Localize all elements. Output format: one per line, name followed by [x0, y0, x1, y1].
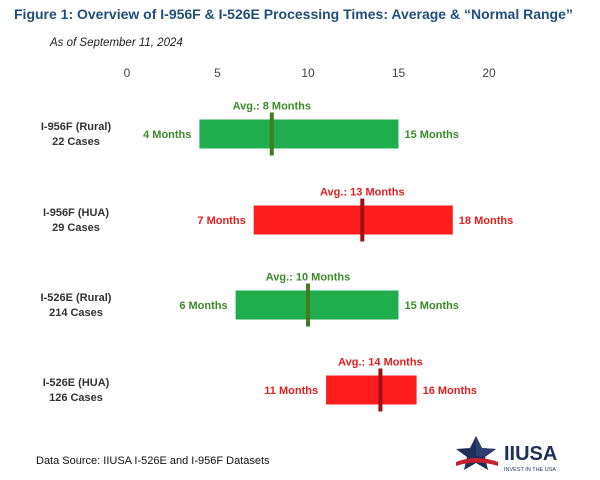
category-count-label: 126 Cases [49, 392, 103, 404]
average-label: Avg.: 13 Months [320, 187, 405, 199]
x-tick-label: 20 [482, 66, 496, 80]
range-bar [253, 205, 453, 235]
category-label: I-526E (HUA) [43, 377, 110, 389]
average-marker [269, 112, 274, 156]
average-label: Avg.: 10 Months [266, 272, 351, 284]
average-label: Avg.: 8 Months [233, 101, 311, 113]
star-icon [456, 436, 498, 470]
x-tick-label: 10 [301, 66, 315, 80]
x-tick-label: 0 [124, 66, 131, 80]
category-label: I-526E (Rural) [41, 292, 112, 304]
min-value-label: 11 Months [264, 385, 318, 397]
data-source-note: Data Source: IIUSA I-526E and I-956F Dat… [36, 455, 270, 467]
category-label: I-956F (Rural) [41, 121, 112, 133]
average-marker [360, 198, 365, 242]
category-count-label: 214 Cases [49, 307, 103, 319]
min-value-label: 4 Months [143, 129, 191, 141]
max-value-label: 18 Months [459, 215, 513, 227]
average-marker [378, 368, 383, 412]
max-value-label: 16 Months [423, 385, 477, 397]
logo-text: IIUSA [504, 443, 557, 465]
min-value-label: 6 Months [179, 300, 227, 312]
x-tick-label: 15 [392, 66, 406, 80]
logo-tagline: INVEST IN THE USA [504, 467, 556, 473]
average-label: Avg.: 14 Months [338, 357, 423, 369]
x-tick-label: 5 [214, 66, 221, 80]
chart-title: Figure 1: Overview of I-956F & I-526E Pr… [14, 6, 573, 22]
category-count-label: 22 Cases [52, 136, 100, 148]
max-value-label: 15 Months [405, 129, 459, 141]
range-bar [326, 375, 417, 405]
range-bar-chart: 0 5 10 15 20 I-956F (Rural) 22 Cases 4 Months 15… [41, 66, 513, 412]
category-count-label: 29 Cases [52, 222, 100, 234]
chart-subtitle: As of September 11, 2024 [50, 37, 183, 49]
average-marker [306, 283, 310, 327]
iiusa-logo: IIUSA INVEST IN THE USA [456, 436, 557, 473]
range-bar [199, 119, 399, 149]
min-value-label: 7 Months [197, 215, 245, 227]
range-bar [235, 290, 399, 320]
max-value-label: 15 Months [405, 300, 459, 312]
category-label: I-956F (HUA) [43, 207, 109, 219]
